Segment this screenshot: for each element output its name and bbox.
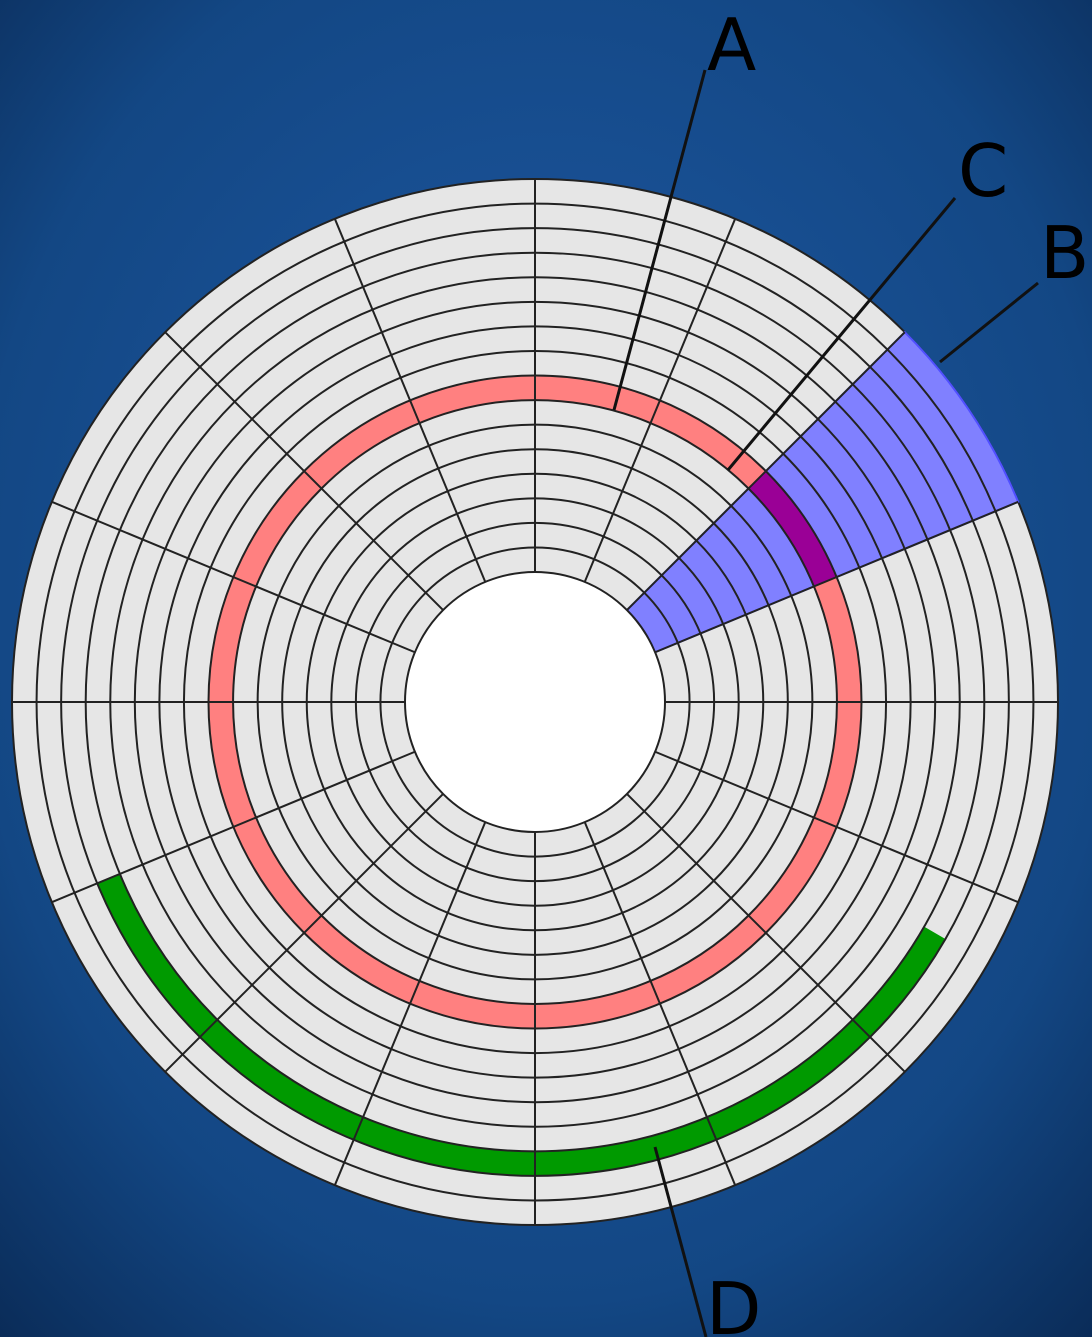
leader-line-a <box>612 69 707 411</box>
track-sector-c <box>748 471 837 587</box>
sector-line <box>164 331 444 611</box>
hub <box>404 571 666 833</box>
leader-line-d <box>653 1146 708 1337</box>
sector-line <box>51 500 416 654</box>
sector-line <box>51 750 416 904</box>
cluster-d <box>97 873 946 1176</box>
sector-lines <box>12 179 1058 1225</box>
leader-line-b <box>939 281 1039 364</box>
label-d: D <box>706 1267 761 1337</box>
sector-line <box>654 750 1019 904</box>
sector-line <box>654 500 1019 654</box>
label-a: A <box>707 3 756 87</box>
labels: A B C D <box>706 3 1089 1337</box>
platter <box>11 178 1059 1226</box>
sector-line <box>333 218 487 583</box>
sector-line <box>333 821 487 1186</box>
sector-line <box>164 793 444 1073</box>
sector-line <box>626 331 906 611</box>
sector-line <box>626 793 906 1073</box>
sector-line <box>583 821 737 1186</box>
leader-line-c <box>726 197 957 471</box>
label-c: C <box>958 129 1008 213</box>
leader-lines <box>612 69 1039 1337</box>
label-b: B <box>1040 211 1089 295</box>
sector-line <box>583 218 737 583</box>
